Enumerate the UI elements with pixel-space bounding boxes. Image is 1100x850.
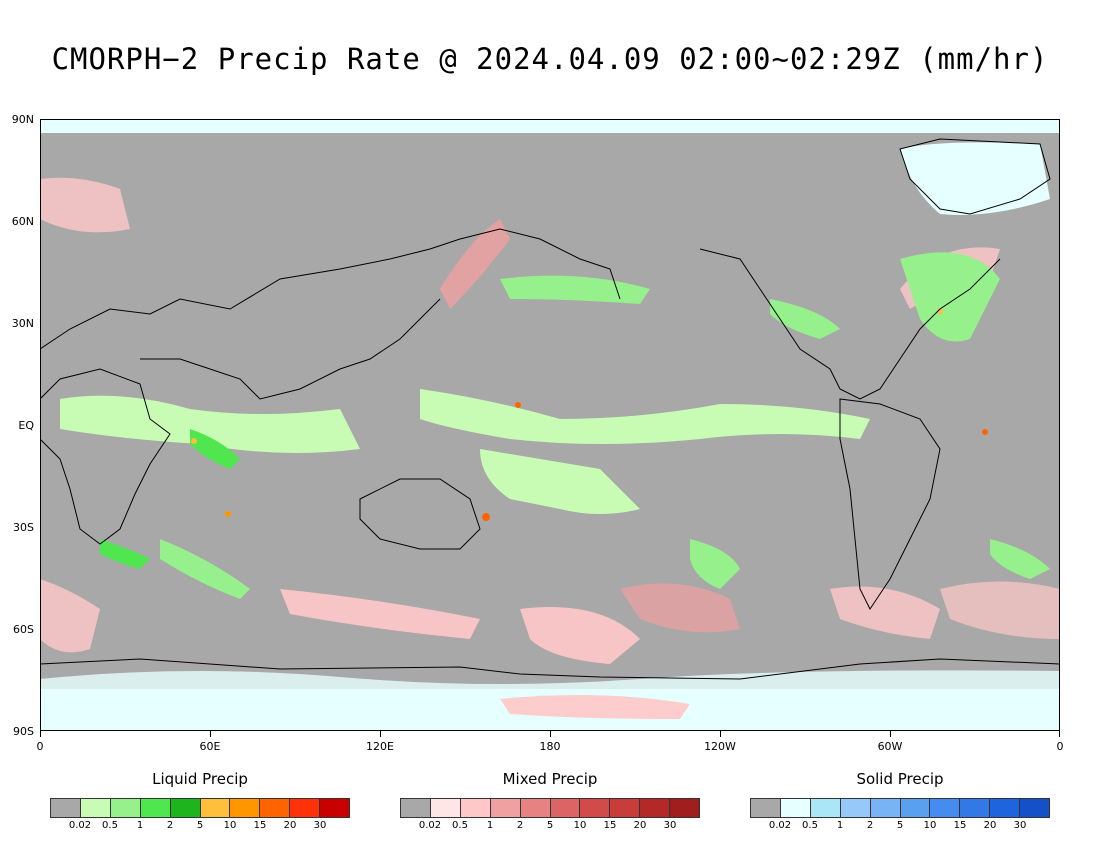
lon-tick xyxy=(550,731,551,737)
legend-tick-label: 30 xyxy=(663,820,677,831)
legend-swatch xyxy=(200,799,231,817)
lon-tick xyxy=(1059,731,1060,737)
legend-tick-label: 0.5 xyxy=(102,820,118,831)
lon-tick xyxy=(210,731,211,737)
legend-swatch xyxy=(870,799,901,817)
legend-swatch xyxy=(780,799,811,817)
legend-tick-label: 20 xyxy=(633,820,647,831)
lon-label-120e: 120E xyxy=(366,740,394,753)
legend-swatch xyxy=(550,799,581,817)
legend-swatch xyxy=(640,799,671,817)
legend-tick-label: 20 xyxy=(983,820,997,831)
legend-tick-label: 0.5 xyxy=(802,820,818,831)
lat-label-60s: 60S xyxy=(13,623,34,636)
legend-swatch xyxy=(110,799,141,817)
legend-tick-label: 20 xyxy=(283,820,297,831)
lon-tick xyxy=(380,731,381,737)
lon-tick xyxy=(40,731,41,737)
legend-tick-label: 0.02 xyxy=(68,820,92,831)
lat-label-30n: 30N xyxy=(11,317,34,330)
legend-swatches xyxy=(400,798,700,818)
legend-tick-label: 2 xyxy=(866,820,874,831)
legend-ticks: 0.02 0.5 1 2 5 10 15 20 30 xyxy=(400,818,700,832)
lon-label-0-end: 0 xyxy=(1056,740,1064,753)
map-title: CMORPH−2 Precip Rate @ 2024.04.09 02:00~… xyxy=(51,42,1049,76)
legend-tick-label: 10 xyxy=(573,820,587,831)
lat-label-eq: EQ xyxy=(18,419,34,432)
legend-swatch xyxy=(990,799,1021,817)
legend-tick-label: 1 xyxy=(486,820,494,831)
legend-tick-label: 10 xyxy=(223,820,237,831)
legend-tick-label: 10 xyxy=(923,820,937,831)
legend-swatch xyxy=(170,799,201,817)
legend-title: Solid Precip xyxy=(856,770,944,788)
legend-tick-label: 1 xyxy=(836,820,844,831)
legend-title: Mixed Precip xyxy=(502,770,598,788)
legend-swatch xyxy=(230,799,261,817)
precip-map xyxy=(40,119,1060,731)
legend-tick-label: 15 xyxy=(253,820,267,831)
legend-swatch xyxy=(930,799,961,817)
legend-tick-label: 1 xyxy=(136,820,144,831)
legend-swatch xyxy=(401,799,431,817)
lat-label-90s: 90S xyxy=(13,725,34,738)
legend-swatch xyxy=(810,799,841,817)
legend-swatch xyxy=(290,799,321,817)
legend-tick-label: 2 xyxy=(516,820,524,831)
legend-tick-label: 15 xyxy=(953,820,967,831)
legend-swatch xyxy=(320,799,350,817)
legend-swatch xyxy=(51,799,81,817)
legend-tick-label: 30 xyxy=(313,820,327,831)
legend-swatch xyxy=(1020,799,1050,817)
lon-label-60w: 60W xyxy=(877,740,903,753)
legend-tick-label: 2 xyxy=(166,820,174,831)
legend-tick-label: 0.5 xyxy=(452,820,468,831)
legend-tick-label: 15 xyxy=(603,820,617,831)
legend-swatch xyxy=(900,799,931,817)
legend-tick-label: 30 xyxy=(1013,820,1027,831)
legend-tick-label: 0.02 xyxy=(768,820,792,831)
legend-swatch xyxy=(490,799,521,817)
legend-ticks: 0.02 0.5 1 2 5 10 15 20 30 xyxy=(750,818,1050,832)
lat-label-60n: 60N xyxy=(11,215,34,228)
legend-swatch xyxy=(580,799,611,817)
legend-swatch xyxy=(960,799,991,817)
legend-mixed: Mixed Precip 0.02 0.5 1 2 5 10 15 20 30 xyxy=(400,770,700,832)
lon-tick xyxy=(720,731,721,737)
legend-swatch xyxy=(520,799,551,817)
lat-label-30s: 30S xyxy=(13,521,34,534)
legend-swatch xyxy=(751,799,781,817)
precip-map-graphic xyxy=(40,119,1060,731)
legend-swatch xyxy=(80,799,111,817)
legend-swatch xyxy=(260,799,291,817)
legend-swatches xyxy=(750,798,1050,818)
lat-label-90n: 90N xyxy=(11,113,34,126)
legend-title: Liquid Precip xyxy=(152,770,248,788)
lon-tick xyxy=(890,731,891,737)
lon-label-0: 0 xyxy=(36,740,44,753)
legend-tick-label: 5 xyxy=(546,820,554,831)
legend-tick-label: 5 xyxy=(196,820,204,831)
legend-swatch xyxy=(460,799,491,817)
legend-swatch xyxy=(610,799,641,817)
legend-liquid: Liquid Precip 0.02 0.5 1 2 5 10 15 20 30 xyxy=(50,770,350,832)
lon-label-120w: 120W xyxy=(704,740,736,753)
legend-swatch xyxy=(430,799,461,817)
lon-label-60e: 60E xyxy=(199,740,221,753)
legend-swatches xyxy=(50,798,350,818)
legend-solid: Solid Precip 0.02 0.5 1 2 5 10 15 20 30 xyxy=(750,770,1050,832)
legend-tick-label: 0.02 xyxy=(418,820,442,831)
legend-swatch xyxy=(670,799,700,817)
legend-swatch xyxy=(840,799,871,817)
legend-tick-label: 5 xyxy=(896,820,904,831)
legend-ticks: 0.02 0.5 1 2 5 10 15 20 30 xyxy=(50,818,350,832)
legend-swatch xyxy=(140,799,171,817)
lon-label-180: 180 xyxy=(539,740,561,753)
